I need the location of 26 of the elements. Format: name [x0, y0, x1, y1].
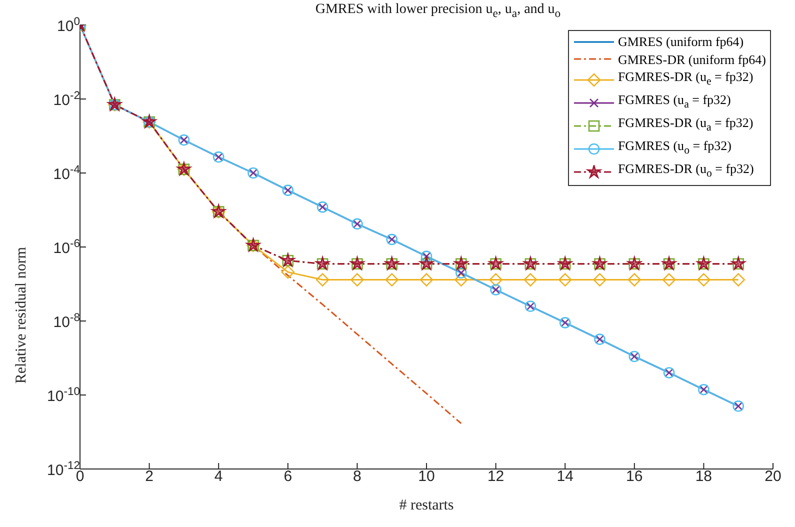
x-tick-label: 14 [556, 468, 574, 485]
y-tick-label: 10$^{-8}$ [53, 312, 80, 331]
y-tick-label: 10$^{-4}$ [53, 164, 80, 183]
chart-title: GMRES with lower precision u$_{e}$, u$_{a}$, and u$_{o}$ [314, 2, 562, 20]
x-tick-label: 20 [764, 468, 782, 485]
x-tick-label: 12 [487, 468, 504, 485]
legend-label: GMRES-DR (uniform fp64) [618, 50, 766, 68]
x-tick-label: 6 [284, 468, 292, 485]
x-axis-title: # restarts [399, 498, 454, 514]
x-tick-label: 2 [145, 468, 154, 485]
legend-label: FGMRES (u$_{a}$ = fp32) [618, 91, 731, 113]
x-tick-label: 16 [626, 468, 643, 485]
x-tick-label: 18 [695, 468, 712, 485]
x-tick-label: 4 [214, 468, 223, 485]
x-tick-label: 10 [418, 468, 435, 485]
legend-label: FGMRES-DR (u$_{e}$ = fp32) [618, 68, 754, 90]
legend-label: FGMRES-DR (u$_{a}$ = fp32) [618, 114, 754, 136]
y-axis-title: Relative residual norm [13, 246, 30, 384]
legend-label: FGMRES (u$_{o}$ = fp32) [618, 137, 732, 159]
y-tick-label: 10$^{-2}$ [53, 90, 80, 109]
legend-label: GMRES (uniform fp64) [618, 33, 744, 50]
y-tick-label: 10$^{0}$ [57, 16, 80, 35]
legend-label: FGMRES-DR (u$_{o}$ = fp32) [618, 160, 754, 182]
y-tick-label: 10$^{-6}$ [53, 238, 80, 257]
x-tick-label: 8 [353, 468, 362, 485]
y-tick-label: 10$^{-10}$ [47, 386, 80, 405]
